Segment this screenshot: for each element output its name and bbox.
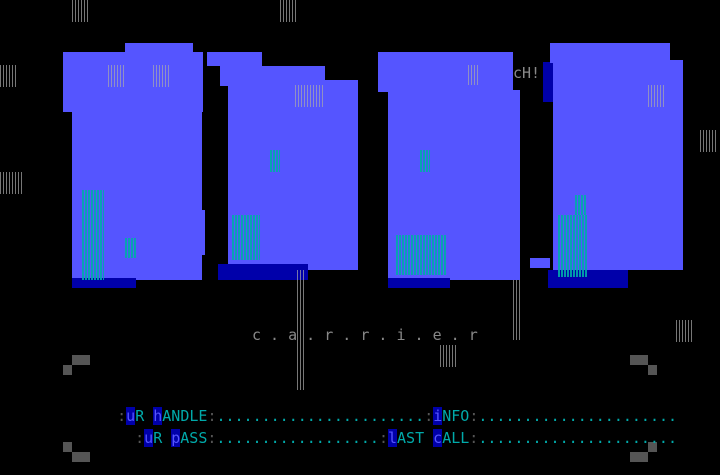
frame-corner-br (648, 442, 657, 452)
info-field[interactable]: :iNFO:...................... (424, 407, 678, 425)
frame-corner-tl (72, 355, 90, 365)
pass-field[interactable]: :uR pASS:.................. (135, 429, 379, 447)
group-tag: cH! (513, 64, 541, 82)
frame-corner-bl (63, 442, 72, 452)
last-call-value: ...................... (478, 429, 677, 447)
login-row-2: :uR pASS:..................:lAST cALL:..… (99, 411, 677, 447)
handle-input[interactable]: ....................... (216, 407, 425, 425)
last-call-field: :lAST cALL:...................... (378, 429, 677, 447)
login-row-1: :uR hANDLE:.......................:iNFO:… (81, 389, 677, 425)
pass-input[interactable]: .................. (216, 429, 379, 447)
info-input[interactable]: ...................... (478, 407, 678, 425)
handle-field[interactable]: :uR hANDLE:....................... (117, 407, 425, 425)
board-name: c . a . r . r . i . e . r (252, 326, 478, 344)
frame-corner-tr (630, 355, 648, 365)
